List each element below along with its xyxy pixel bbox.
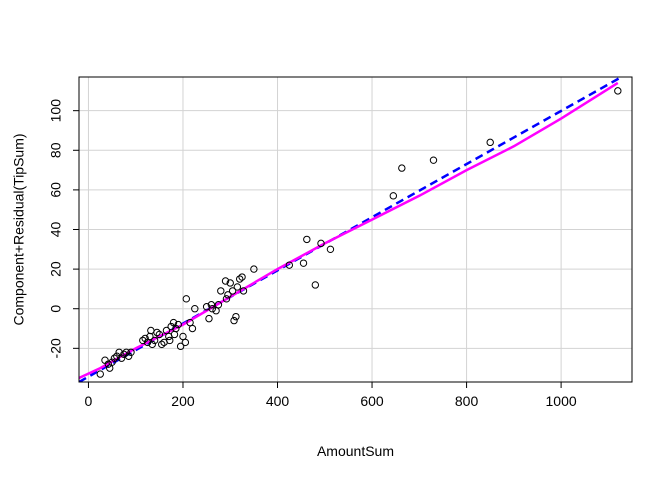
data-point [170,330,179,339]
data-point [486,138,494,147]
data-point [113,352,121,360]
data-point [238,273,246,281]
data-point [172,324,180,333]
data-point [188,324,197,333]
data-point [122,348,130,356]
smooth-line-layer [79,81,619,380]
data-point [181,338,190,347]
data-point [299,259,308,267]
y-tick-label: 40 [48,222,64,238]
data-point [117,354,126,362]
data-point [233,283,242,291]
y-tick-label: 100 [48,99,64,123]
x-tick-label: 1000 [546,393,577,409]
x-axis-label: AmountSum [317,443,394,459]
x-axis: 0 200 400 600 800 1000 [85,382,577,409]
data-point [106,364,114,372]
data-point [230,316,238,325]
data-point [148,340,156,349]
data-point [389,192,398,200]
y-tick-label: 20 [48,261,64,277]
y-axis-label: Component+Residual(TipSum) [11,133,27,325]
data-point [174,320,182,329]
data-point [124,352,133,360]
y-axis: -20 0 20 40 60 80 100 [48,99,79,358]
data-point [127,348,135,356]
data-point [139,336,147,345]
x-tick-label: 0 [85,393,93,409]
data-point [239,287,248,295]
data-point [398,164,406,172]
data-point [226,279,234,287]
data-point [228,287,237,295]
data-point [158,340,166,349]
data-point [108,358,116,366]
data-point [176,342,185,351]
data-point [110,354,119,362]
data-point [166,336,174,345]
data-point [182,295,190,303]
x-tick-label: 600 [360,393,384,409]
data-point [222,295,231,303]
data-point [217,287,225,295]
data-point [224,291,232,299]
y-tick-label: -20 [48,338,64,358]
grid [79,77,632,382]
points-layer [96,87,622,378]
data-point [429,156,438,164]
data-point [96,370,104,378]
data-point [191,305,199,313]
data-point [311,281,320,289]
data-point [141,334,149,343]
data-point [120,350,128,358]
data-point [614,87,622,95]
data-point [326,245,335,254]
data-point [104,360,113,368]
data-point [317,239,325,248]
data-point [155,330,164,339]
data-point [208,305,216,313]
data-point [101,356,109,364]
data-point [205,314,213,323]
data-point [285,261,294,269]
data-point [250,265,258,273]
x-tick-label: 800 [455,393,479,409]
data-point [150,336,159,345]
data-point [214,301,223,309]
data-point [232,312,240,321]
x-tick-label: 400 [266,393,290,409]
y-tick-label: 0 [48,305,64,313]
data-point [153,328,161,337]
y-tick-label: 60 [48,182,64,198]
smooth-line [79,81,619,380]
data-point [236,275,244,283]
y-tick-label: 80 [48,142,64,158]
data-point [303,235,311,244]
data-point [221,277,230,285]
x-tick-label: 200 [171,393,195,409]
data-point [207,301,216,309]
data-point [147,326,155,335]
data-point [167,322,175,331]
